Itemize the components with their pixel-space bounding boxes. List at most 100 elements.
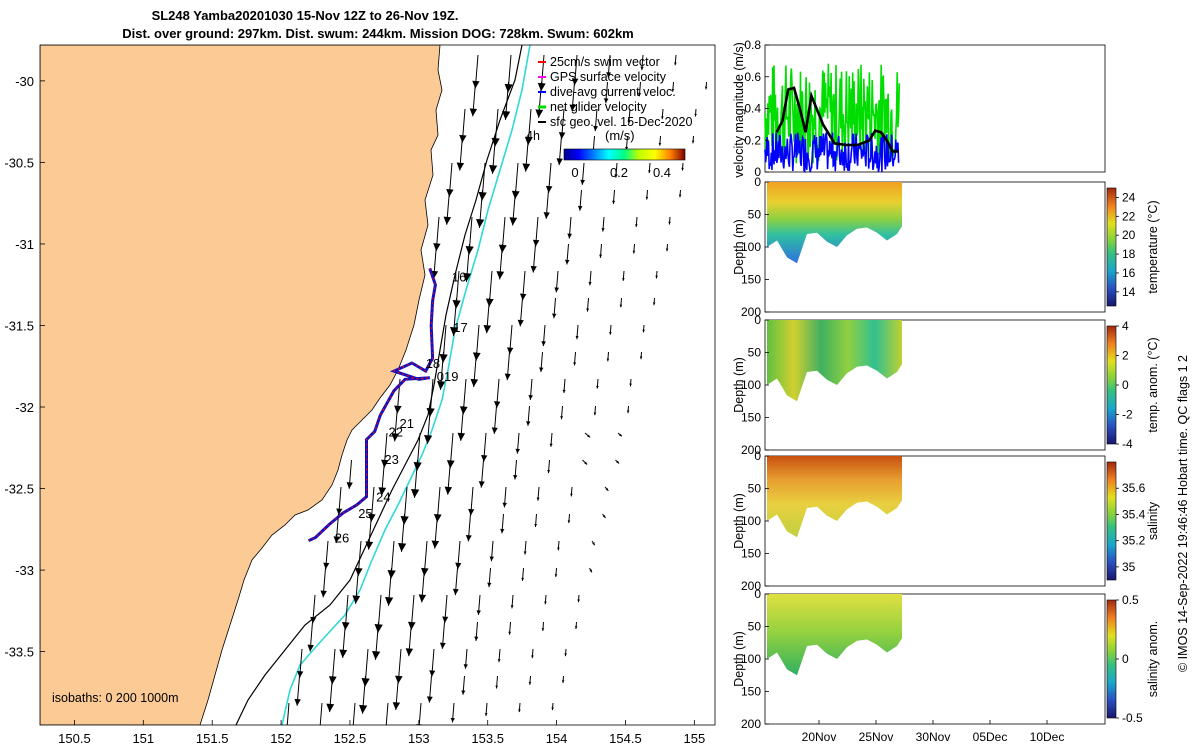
vector-head xyxy=(587,434,591,438)
vector-head xyxy=(602,515,606,518)
vector-shaft xyxy=(319,702,323,725)
vector-head xyxy=(439,353,448,363)
vector-head xyxy=(489,164,498,174)
colorbar-tick-label: -2 xyxy=(1122,408,1133,422)
vector-head xyxy=(609,331,612,335)
vector-head xyxy=(532,239,540,247)
vector-head xyxy=(627,120,631,124)
vector-head xyxy=(569,104,576,112)
colorbar-tick-label: 35 xyxy=(1122,560,1136,574)
legend-label-swim: 25cm/s swim vector xyxy=(550,55,660,69)
dive-avg-velocity-line xyxy=(764,132,900,174)
vector-head xyxy=(491,137,500,147)
vector-head xyxy=(459,406,468,415)
vector-head xyxy=(580,179,586,185)
isobaths-label: isobaths: 0 200 1000m xyxy=(52,691,178,705)
vector-head xyxy=(606,358,610,362)
vector-head xyxy=(606,72,612,78)
vector-head xyxy=(346,482,353,489)
vector-head xyxy=(658,142,662,146)
vector-head xyxy=(385,596,394,606)
vector-head xyxy=(446,188,454,197)
vector-head xyxy=(541,628,545,631)
vector-head xyxy=(586,308,590,312)
vector-head xyxy=(551,707,554,711)
vector-head xyxy=(668,221,671,225)
vector-head xyxy=(671,88,675,92)
section-panel: 0 50 100 150 200 Depth (m) 4 2 0 -2 -4 temp. anom. … xyxy=(732,313,1160,457)
vector-head xyxy=(599,254,603,258)
lon-tick-label: 154 xyxy=(546,731,568,746)
vector-head xyxy=(661,116,664,120)
velocity-series xyxy=(764,63,901,174)
vector-head xyxy=(341,622,350,631)
vector-head xyxy=(400,516,409,525)
vector-head xyxy=(433,243,441,252)
vector-head xyxy=(588,282,592,286)
vector-head xyxy=(374,624,383,633)
vector-head xyxy=(320,590,327,598)
vector-head xyxy=(378,487,387,496)
colorbar-tick-label: 16 xyxy=(1122,266,1136,280)
lat-tick-label: -30.5 xyxy=(4,155,34,170)
vector-head xyxy=(365,541,374,550)
velocity-ticks: 0 0.2 0.4 0.6 0.8 xyxy=(744,38,769,179)
vector-head xyxy=(603,98,609,104)
legend-extra: 4h xyxy=(526,129,540,143)
section-ytick-label: 150 xyxy=(741,273,761,287)
vector-head xyxy=(502,502,507,508)
vector-head xyxy=(537,82,546,92)
vector-head xyxy=(558,132,566,140)
colorbar-tick-label: 35.2 xyxy=(1122,534,1146,548)
day-label: 23 xyxy=(384,452,398,467)
vector-head xyxy=(674,62,677,66)
vector-head xyxy=(619,304,623,308)
velocity-panel: 0 0.2 0.4 0.6 0.8 velocity magnitude (m/s) xyxy=(732,38,1106,179)
vector-head xyxy=(691,140,695,144)
vector-head xyxy=(339,649,348,658)
vector-head xyxy=(394,405,402,414)
vector-head xyxy=(500,528,505,534)
vector-head xyxy=(626,410,630,414)
section-ytick-label: 200 xyxy=(741,717,761,731)
colorbar-tick-label: 22 xyxy=(1122,209,1136,223)
vector-head xyxy=(554,287,559,293)
vector-head xyxy=(372,650,381,660)
vector-head xyxy=(543,212,550,219)
section-ytick-label: 0 xyxy=(754,449,761,463)
vector-head xyxy=(354,567,363,577)
vector-head xyxy=(465,245,474,255)
section-ytick-label: 50 xyxy=(748,346,762,360)
glider-track-swim-vectors xyxy=(308,268,436,542)
vector-head xyxy=(518,709,521,713)
vector-head xyxy=(361,678,370,687)
section-ytick-label: 200 xyxy=(741,305,761,319)
vector-head xyxy=(614,174,618,178)
vector-head xyxy=(359,704,368,714)
vector-head xyxy=(391,433,400,442)
lat-tick-label: -33 xyxy=(15,563,34,578)
vector-head xyxy=(502,110,511,120)
vector-head xyxy=(496,271,505,280)
vector-head xyxy=(408,621,416,630)
vector-head xyxy=(694,113,697,117)
vector-head xyxy=(592,542,595,546)
isobath-1000 xyxy=(235,45,523,725)
vector-head xyxy=(316,730,324,738)
section-panel: 0 50 100 150 200 Depth (m) 24 22 20 18 16 14 tempera… xyxy=(732,175,1160,319)
land-mass xyxy=(40,45,443,725)
velocity-ytick-label: 0.4 xyxy=(744,102,761,116)
vector-head xyxy=(635,224,638,227)
section-ylabel: Depth (m) xyxy=(732,219,746,275)
section-colorbar-label: temp. anom. (°C) xyxy=(1146,337,1160,432)
vector-head xyxy=(424,435,433,444)
vector-head xyxy=(481,455,488,462)
vector-head xyxy=(638,92,642,97)
vector-head xyxy=(469,108,478,117)
vector-head xyxy=(426,696,433,703)
vector-head xyxy=(494,401,501,408)
vector-head xyxy=(535,109,544,118)
section-ylabel: Depth (m) xyxy=(732,357,746,413)
vector-head xyxy=(463,664,468,669)
